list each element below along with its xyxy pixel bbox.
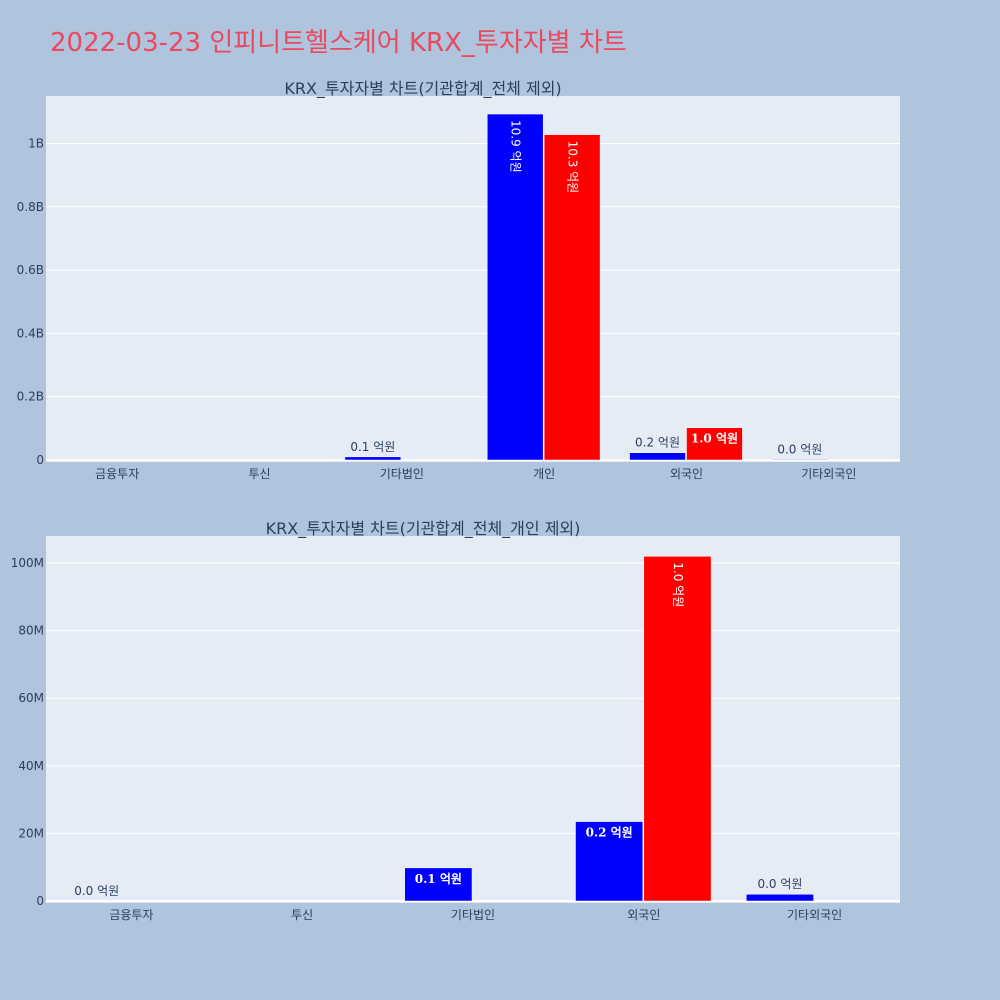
y-tick-label: 0.8B <box>17 200 44 214</box>
data-label: 0.1 억원 <box>415 872 462 886</box>
x-tick-label: 기타법인 <box>451 908 495 922</box>
x-tick-label: 기타외국인 <box>787 908 842 922</box>
x-tick-label: 투신 <box>291 908 313 922</box>
plot-area <box>46 536 900 903</box>
buy-bar <box>771 459 829 461</box>
data-label: 10.9 억원 <box>509 120 523 173</box>
y-tick-label: 60M <box>18 691 44 705</box>
buy-bar <box>404 867 473 902</box>
chart-excluding-individual: KRX_투자자별 차트(기관합계_전체_개인 제외) 0 20M 40M 60M 80M 1… <box>11 519 900 922</box>
y-tick-label: 80M <box>18 624 44 638</box>
y-tick-label: 100M <box>11 556 44 570</box>
chart-title: KRX_투자자별 차트(기관합계_전체_개인 제외) <box>266 519 581 539</box>
y-tick-label: 0.4B <box>17 326 44 340</box>
plot-area <box>46 96 900 462</box>
chart-title: KRX_투자자별 차트(기관합계_전체 제외) <box>284 79 561 99</box>
buy-bar <box>575 821 644 902</box>
data-label: 0.1 억원 <box>350 440 395 454</box>
y-tick-label: 20M <box>18 826 44 840</box>
data-label: 0.2 억원 <box>586 826 633 840</box>
data-label: 0.2 억원 <box>635 436 680 450</box>
x-tick-label: 투신 <box>248 467 270 481</box>
buy-bar <box>629 452 686 461</box>
y-tick-label: 0.6B <box>17 263 44 277</box>
buy-bar <box>486 113 544 461</box>
sell-bar <box>543 134 601 461</box>
x-tick-label: 기타외국인 <box>801 467 856 481</box>
data-label: 0.0 억원 <box>74 884 119 898</box>
sell-bar <box>686 427 743 461</box>
x-tick-label: 외국인 <box>670 467 703 481</box>
data-label: 0.0 억원 <box>757 877 802 891</box>
page-title: 2022-03-23 인피니트헬스케어 KRX_투자자별 차트 <box>50 28 627 58</box>
sell-bar <box>643 556 712 902</box>
x-tick-label: 개인 <box>533 467 555 481</box>
x-tick-label: 기타법인 <box>380 467 424 481</box>
y-tick-label: 1B <box>28 136 44 150</box>
data-label: 1.0 억원 <box>691 432 738 446</box>
data-label: 1.0 억원 <box>671 562 685 607</box>
x-tick-label: 금융투자 <box>95 467 139 481</box>
buy-bar <box>344 456 402 461</box>
chart-all-investors: KRX_투자자별 차트(기관합계_전체 제외) 0 0.2B 0.4B 0.6B 0.8B… <box>17 79 900 481</box>
y-tick-label: 0 <box>36 453 44 467</box>
data-label: 10.3 억원 <box>566 141 580 194</box>
x-tick-label: 금융투자 <box>109 908 153 922</box>
y-tick-label: 0 <box>36 894 44 908</box>
y-tick-label: 0.2B <box>17 390 44 404</box>
data-label: 0.0 억원 <box>777 442 822 456</box>
x-tick-label: 외국인 <box>627 908 660 922</box>
buy-bar <box>746 893 814 902</box>
y-tick-label: 40M <box>18 759 44 773</box>
